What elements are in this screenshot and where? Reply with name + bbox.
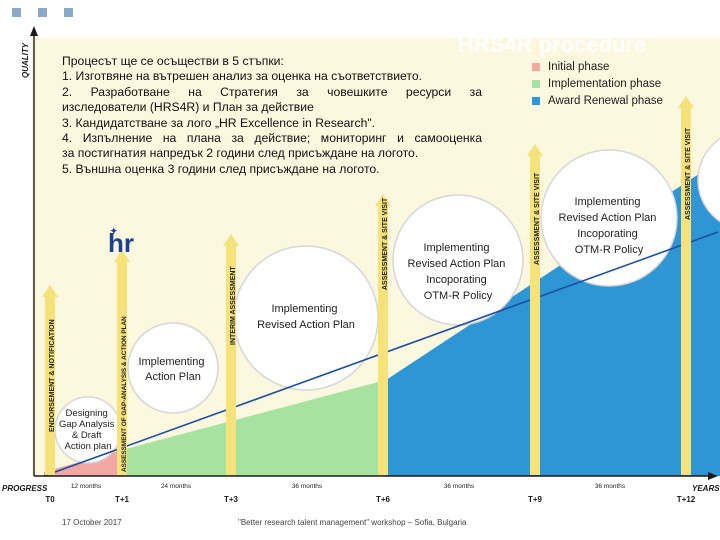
bubble-text: Implementing Action Plan: [138, 356, 207, 383]
bubble-implementing-revised-plan: [233, 245, 379, 391]
bubble-text: Implementing Revised Action Plan Incopor…: [559, 196, 660, 256]
milestone-label: ENDORSEMENT & NOTIFICATION: [49, 319, 56, 432]
milestone-label: ASSESSMENT & SITE VISIT: [534, 172, 541, 265]
y-axis-arrowhead: [30, 26, 38, 36]
logo-stars-icon: ✦: [110, 226, 118, 236]
intro-line: 5. Външна оценка 3 години след присъждан…: [62, 161, 380, 176]
decor-square: [12, 8, 21, 17]
bubble-text: Implementing Revised Action Plan: [257, 303, 355, 331]
bubble-renewal-2: [540, 149, 678, 287]
bubble-text: Implementing Revised Action Plan Incopor…: [408, 242, 509, 302]
milestone-label: ASSESSMENT & SITE VISIT: [685, 127, 692, 220]
duration-label: 12 months: [71, 483, 102, 490]
legend-label: Initial phase: [548, 60, 610, 73]
intro-text: Процесът ще се осъществи в 5 стъпки: 1. …: [62, 54, 482, 177]
bubble-implementing-action-plan: [127, 322, 219, 414]
x-axis-end-label: YEARS: [692, 484, 720, 493]
duration-label: 36 months: [595, 483, 626, 490]
tick-label: T+6: [376, 495, 391, 504]
tick-label: T+9: [528, 495, 543, 504]
intro-line: Процесът ще се осъществи в 5 стъпки:: [62, 54, 284, 68]
milestone-label: INTERIM ASSESSMENT: [230, 266, 237, 345]
legend-swatch: [532, 62, 540, 71]
bubble-renewal-1: [392, 194, 524, 326]
tick-label: T+12: [677, 495, 696, 504]
y-axis-label: QUALITY: [21, 42, 30, 78]
legend-item-initial: Initial phase: [532, 58, 663, 75]
bubble-text: Designing Gap Analysis & Draft Action pl…: [59, 408, 117, 452]
legend-label: Award Renewal phase: [548, 94, 663, 107]
decor-square: [64, 8, 73, 17]
footer-event: "Better research talent management" work…: [238, 518, 467, 527]
milestone-label: ASSESSMENT & SITE VISIT: [382, 197, 389, 290]
legend-swatch: [532, 79, 540, 88]
logo-text: hr: [108, 228, 134, 258]
x-axis-arrowhead: [708, 472, 718, 480]
duration-label: 24 months: [161, 483, 192, 490]
legend-label: Implementation phase: [548, 77, 662, 90]
milestone-arrow: [42, 285, 58, 475]
milestone-arrow: [114, 250, 130, 475]
tick-label: T+1: [115, 495, 130, 504]
tick-label: T0: [45, 495, 55, 504]
slide-title: HRS4R procedure: [458, 32, 647, 57]
x-axis-label: PROGRESS: [2, 484, 48, 493]
legend-swatch: [532, 96, 540, 105]
milestone-arrow: [678, 96, 694, 475]
duration-label: 36 months: [292, 483, 323, 490]
intro-line: 4. Изпълнение на плана за действие; мони…: [62, 131, 482, 146]
decor-square: [38, 8, 47, 17]
footer-date: 17 October 2017: [62, 518, 122, 527]
milestone-arrow: [375, 194, 391, 475]
intro-line: 1. Изготвяне на вътрешен анализ за оценк…: [62, 69, 423, 84]
milestone-arrow: [223, 234, 239, 475]
milestone-label: ASSESSMENT OF GAP-ANALYSIS & ACTION PLAN: [121, 316, 128, 472]
intro-line: 3. Кандидатстване за лого „HR Excellence…: [62, 115, 376, 130]
legend-item-implementation: Implementation phase: [532, 75, 663, 92]
duration-label: 36 months: [444, 483, 475, 490]
hr-excellence-logo: ✦ hr: [108, 226, 134, 259]
intro-line: изследователи (HRS4R) и План за действие: [62, 100, 314, 115]
implementation-phase-area: [122, 380, 386, 476]
milestone-arrow: [527, 144, 543, 475]
legend-item-renewal: Award Renewal phase: [532, 92, 663, 109]
phase-legend: Initial phase Implementation phase Award…: [532, 58, 663, 109]
intro-line: 2. Разработване на Стратегия за човешкит…: [62, 84, 482, 99]
bubble-partial-right: [697, 137, 720, 223]
intro-line: за постигнатия напредък 2 години след пр…: [62, 146, 419, 161]
tick-label: T+3: [224, 495, 239, 504]
